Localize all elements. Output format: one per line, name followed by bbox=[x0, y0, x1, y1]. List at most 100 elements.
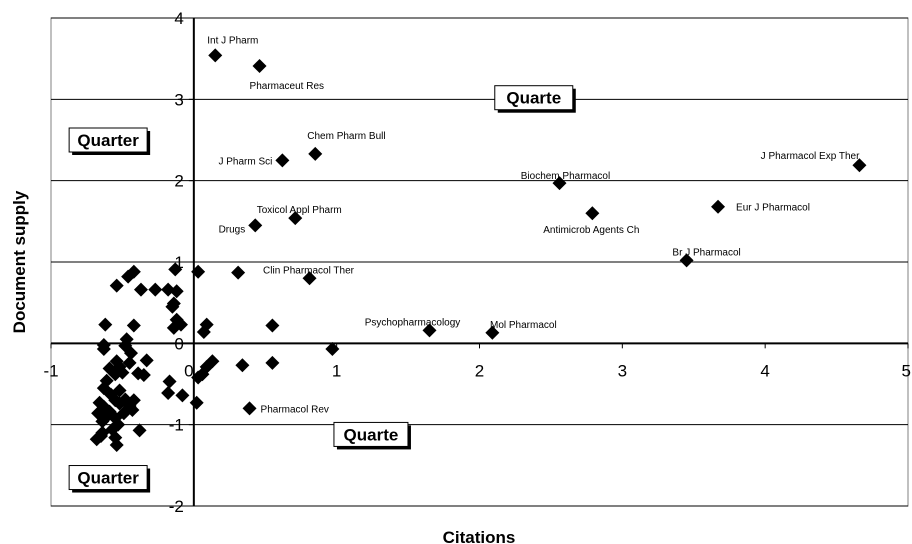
point-label: Br J Pharmacol bbox=[672, 247, 740, 258]
data-point bbox=[191, 370, 206, 385]
point-label: J Pharmacol Exp Ther bbox=[761, 151, 860, 162]
labeled-data-point bbox=[552, 176, 567, 191]
data-point bbox=[196, 324, 211, 339]
point-label: Int J Pharm bbox=[207, 35, 258, 46]
data-point bbox=[126, 393, 141, 408]
labeled-data-point bbox=[422, 323, 437, 338]
data-point bbox=[92, 395, 107, 410]
data-point bbox=[112, 383, 127, 398]
point-label: Chem Pharm Bull bbox=[307, 131, 385, 142]
quadrant-label: Quarter bbox=[68, 127, 151, 155]
data-point bbox=[139, 353, 154, 368]
labeled-data-point bbox=[302, 271, 317, 286]
data-point bbox=[175, 388, 190, 403]
x-tick-label: 5 bbox=[902, 361, 911, 380]
data-point bbox=[122, 355, 137, 370]
data-point bbox=[126, 264, 141, 279]
data-point bbox=[265, 355, 280, 370]
labeled-data-point bbox=[252, 58, 267, 73]
data-point bbox=[93, 429, 108, 444]
data-point bbox=[109, 354, 124, 369]
labeled-data-point bbox=[485, 325, 500, 340]
y-axis-title: Document supply bbox=[10, 190, 29, 333]
data-point bbox=[123, 346, 138, 361]
y-tick-label: 4 bbox=[174, 9, 183, 28]
data-point bbox=[109, 278, 124, 293]
data-point bbox=[162, 374, 177, 389]
labeled-data-point bbox=[711, 199, 726, 214]
data-point bbox=[109, 438, 124, 452]
x-tick-label: 1 bbox=[332, 361, 341, 380]
quadrant-label-box bbox=[494, 85, 574, 111]
labeled-data-point bbox=[585, 206, 600, 221]
data-point bbox=[133, 282, 148, 297]
point-label: J Pharm Sci bbox=[218, 156, 272, 167]
data-point bbox=[125, 403, 140, 418]
labeled-data-point bbox=[208, 48, 223, 63]
labeled-data-point bbox=[275, 153, 290, 168]
data-point bbox=[148, 282, 163, 297]
quadrant-label-box bbox=[333, 421, 409, 447]
axes bbox=[50, 17, 909, 507]
y-tick-label: 0 bbox=[174, 334, 183, 353]
tick-labels: -1 0 1 2 3 4 5 -2 -1 0 1 2 3 4 bbox=[43, 9, 911, 516]
point-label: Drugs bbox=[219, 224, 246, 235]
data-point bbox=[98, 317, 113, 332]
quadrant-label-text: Quarte bbox=[506, 89, 561, 108]
y-tick-label: 1 bbox=[174, 253, 183, 272]
quadrant-label-text: Quarter bbox=[77, 131, 139, 150]
labeled-data-point bbox=[242, 401, 257, 416]
y-tick-label: -2 bbox=[169, 497, 184, 516]
quadrant-label: Quarte bbox=[333, 421, 411, 450]
data-points bbox=[89, 48, 867, 452]
x-tick-label: 4 bbox=[760, 361, 769, 380]
labeled-data-point bbox=[679, 253, 694, 268]
quadrant-label-box bbox=[68, 465, 148, 491]
point-label: Psychopharmacology bbox=[365, 317, 461, 328]
data-point bbox=[235, 358, 250, 373]
quadrant-label-text: Quarter bbox=[77, 469, 139, 488]
data-point bbox=[131, 366, 146, 381]
x-tick-label: 0 bbox=[184, 361, 193, 380]
data-point bbox=[96, 337, 111, 352]
point-label: Mol Pharmacol bbox=[490, 320, 557, 331]
quadrant-labels: Quarter Quarte Quarte Quarter bbox=[68, 85, 576, 493]
x-tick-label: 3 bbox=[618, 361, 627, 380]
y-tick-label: -1 bbox=[169, 416, 184, 435]
point-label: Clin Pharmacol Ther bbox=[263, 265, 355, 276]
point-label: Pharmacol Rev bbox=[261, 404, 329, 415]
labeled-data-point bbox=[852, 158, 867, 173]
data-point bbox=[102, 361, 117, 376]
x-axis-title: Citations bbox=[443, 528, 516, 544]
point-label: Eur J Pharmacol bbox=[736, 203, 810, 214]
point-labels: Int J Pharm Pharmaceut Res Chem Pharm Bull… bbox=[207, 35, 860, 415]
data-point bbox=[126, 318, 141, 333]
quadrant-label-box bbox=[68, 127, 148, 153]
data-point bbox=[161, 385, 176, 400]
point-label: Toxicol Appl Pharm bbox=[257, 205, 342, 216]
quadrant-label-text: Quarte bbox=[344, 425, 399, 444]
x-tick-label: 2 bbox=[475, 361, 484, 380]
data-point bbox=[189, 395, 204, 410]
data-point bbox=[168, 262, 183, 277]
data-point bbox=[169, 284, 184, 299]
data-point bbox=[231, 265, 246, 280]
point-label: Antimicrob Agents Ch bbox=[543, 225, 639, 236]
y-tick-label: 3 bbox=[174, 90, 183, 109]
labeled-data-point bbox=[288, 211, 303, 226]
data-point bbox=[166, 320, 181, 335]
quadrant-label: Quarte bbox=[494, 85, 576, 113]
data-point bbox=[265, 318, 280, 333]
x-tick-label: -1 bbox=[43, 361, 58, 380]
data-point bbox=[165, 299, 180, 314]
labeled-data-point bbox=[308, 146, 323, 161]
data-point bbox=[132, 423, 147, 438]
point-label: Biochem Pharmacol bbox=[521, 171, 610, 182]
quadrant-label: Quarter bbox=[68, 465, 151, 493]
point-label: Pharmaceut Res bbox=[250, 81, 324, 92]
data-point bbox=[325, 342, 340, 357]
data-point bbox=[99, 409, 114, 424]
y-tick-label: 2 bbox=[174, 172, 183, 191]
labeled-data-point bbox=[248, 218, 263, 233]
